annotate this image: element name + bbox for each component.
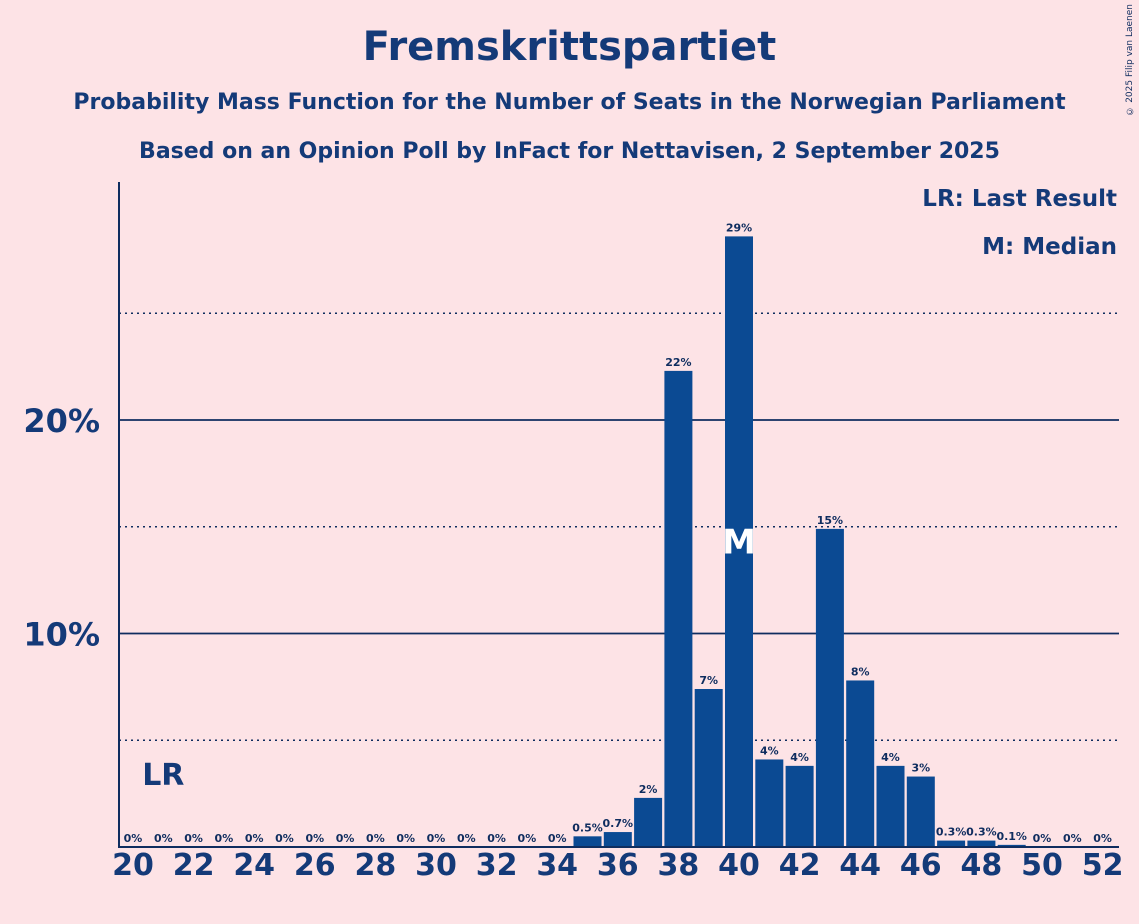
bar-value-label: 0%: [1033, 832, 1052, 845]
bar: [937, 840, 966, 847]
bar-value-label: 0.3%: [966, 826, 997, 839]
bar-value-label: 0.7%: [603, 817, 634, 830]
bar: [967, 840, 996, 847]
bar-value-label: 0.3%: [936, 826, 967, 839]
bar-value-label: 0%: [245, 832, 264, 845]
bar-value-label: 3%: [911, 762, 930, 775]
bar-value-label: 0%: [336, 832, 355, 845]
x-tick-label: 22: [173, 848, 215, 883]
bar: [997, 844, 1026, 847]
bar: [573, 836, 602, 847]
x-tick-label: 48: [961, 848, 1003, 883]
chart-subtitle: Probability Mass Function for the Number…: [73, 90, 1066, 115]
y-tick-label: 20%: [23, 402, 100, 440]
x-tick-label: 36: [597, 848, 639, 883]
bar-value-label: 0%: [305, 832, 324, 845]
bar-value-label: 0%: [396, 832, 415, 845]
x-tick-label: 50: [1021, 848, 1063, 883]
bar: [725, 236, 753, 847]
bar: [876, 765, 905, 847]
bar: [634, 797, 663, 847]
last-result-marker: LR: [142, 758, 184, 793]
x-tick-label: 44: [839, 848, 881, 883]
bar-value-label: 0%: [184, 832, 203, 845]
bar-value-label: 15%: [817, 514, 843, 527]
bar-value-label: 0%: [457, 832, 476, 845]
chart-title: Fremskrittspartiet: [362, 24, 777, 70]
bar: [785, 765, 814, 847]
bar-value-label: 0%: [275, 832, 294, 845]
x-tick-label: 40: [718, 848, 760, 883]
bar-value-label: 0%: [1093, 832, 1112, 845]
bar: [603, 832, 632, 847]
x-tick-label: 32: [476, 848, 518, 883]
bar: [906, 776, 935, 847]
bar: [755, 759, 784, 847]
bar: [664, 370, 693, 847]
bar-value-label: 22%: [665, 356, 691, 369]
bar: [846, 680, 875, 847]
bar-value-label: 8%: [851, 665, 870, 678]
legend-last-result: LR: Last Result: [922, 186, 1117, 212]
bar-value-label: 0%: [154, 832, 173, 845]
bar-value-label: 0%: [124, 832, 143, 845]
bar-value-label: 4%: [760, 744, 779, 757]
bar-value-label: 0%: [215, 832, 234, 845]
bar-value-label: 0.1%: [996, 830, 1027, 843]
bar-value-label: 4%: [881, 751, 900, 764]
x-tick-label: 20: [112, 848, 154, 883]
x-tick-label: 46: [900, 848, 942, 883]
bar-value-label: 0%: [427, 832, 446, 845]
median-marker: M: [722, 523, 756, 563]
bar-value-label: 0%: [366, 832, 385, 845]
x-tick-label: 38: [658, 848, 700, 883]
bar-value-label: 2%: [639, 783, 658, 796]
x-tick-label: 24: [233, 848, 275, 883]
bar-value-label: 0%: [548, 832, 567, 845]
bar-value-label: 7%: [699, 674, 718, 687]
bar-value-label: 0.5%: [572, 821, 603, 834]
bar: [815, 528, 844, 847]
chart-subtitle-source: Based on an Opinion Poll by InFact for N…: [139, 139, 1000, 164]
bar-value-label: 0%: [518, 832, 537, 845]
bar: [694, 689, 723, 847]
bar-value-label: 4%: [790, 751, 809, 764]
x-tick-label: 30: [415, 848, 457, 883]
bar-value-label: 0%: [1063, 832, 1082, 845]
bar-value-label: 0%: [487, 832, 506, 845]
x-tick-label: 34: [536, 848, 578, 883]
legend-median: M: Median: [982, 234, 1117, 260]
bar-value-label: 29%: [726, 221, 752, 234]
x-tick-label: 42: [779, 848, 821, 883]
x-tick-label: 26: [294, 848, 336, 883]
x-tick-label: 52: [1082, 848, 1124, 883]
y-tick-label: 10%: [23, 616, 100, 654]
x-tick-label: 28: [355, 848, 397, 883]
